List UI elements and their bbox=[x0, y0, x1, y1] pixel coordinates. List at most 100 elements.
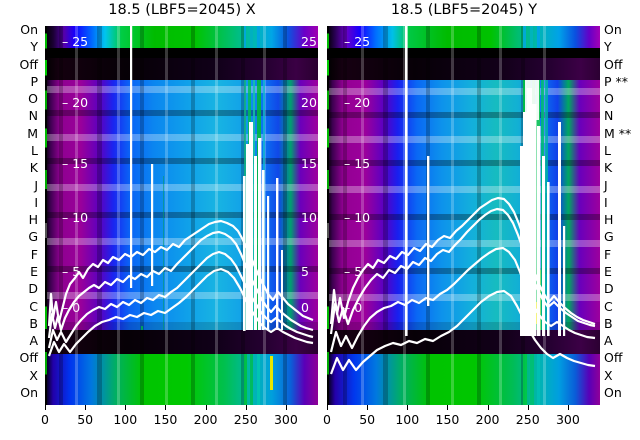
x-axis-left: 0 50 100 150 200 250 300 bbox=[41, 405, 318, 439]
category-label-left-1: Y bbox=[30, 39, 38, 55]
x-tick-mark-right-50 bbox=[367, 405, 369, 410]
x-tick-label-left-300: 300 bbox=[273, 412, 298, 427]
heatmap-panel-y[interactable] bbox=[327, 26, 600, 405]
category-label-right-6: M ** bbox=[604, 125, 632, 141]
trace-spikes-x bbox=[130, 26, 283, 331]
category-label-left-9: J bbox=[34, 177, 38, 193]
category-label-right-17: B bbox=[604, 315, 613, 331]
category-label-left-14: E bbox=[30, 264, 38, 279]
x-tick-label-left-0: 0 bbox=[41, 412, 49, 427]
category-label-left-17: B bbox=[29, 315, 38, 331]
heatmap-panel-x[interactable] bbox=[45, 26, 318, 405]
x-tick-mark-left-150 bbox=[165, 405, 167, 410]
inner-ytick-20: – 20 bbox=[344, 95, 371, 110]
category-label-left-4: O bbox=[28, 91, 38, 107]
category-label-left-13: F bbox=[30, 246, 38, 262]
category-label-right-15: D bbox=[604, 281, 614, 297]
x-tick-label-right-300: 300 bbox=[555, 412, 580, 427]
inner-ytick-25: – 25 bbox=[344, 34, 371, 49]
inner-ytick-mirror-0: 0 bbox=[301, 300, 309, 315]
row-modulation-x bbox=[45, 86, 318, 299]
heatmap-raster-y bbox=[327, 26, 600, 405]
category-label-right-11: H bbox=[604, 212, 614, 228]
x-tick-mark-right-250 bbox=[527, 405, 529, 410]
inner-ytick-5: – 5 bbox=[344, 264, 363, 279]
x-tick-mark-left-0 bbox=[45, 405, 46, 410]
category-label-left-8: K bbox=[29, 160, 38, 176]
category-label-left-20: X bbox=[29, 367, 38, 383]
category-label-left-21: On bbox=[20, 385, 38, 400]
inner-ytick-mirror-15: 15 bbox=[301, 156, 317, 171]
category-label-left-2: Off bbox=[19, 56, 38, 72]
category-label-left-12: G bbox=[28, 229, 38, 245]
inner-ytick-20: – 20 bbox=[62, 95, 89, 110]
x-tick-label-right-150: 150 bbox=[435, 412, 460, 427]
category-label-right-10: I bbox=[604, 194, 608, 210]
category-label-left-10: I bbox=[34, 194, 38, 210]
panel-title-right: 18.5 (LBF5=2045) Y bbox=[390, 2, 538, 18]
category-label-right-5: N bbox=[604, 108, 614, 124]
row-modulation-y bbox=[327, 88, 600, 301]
panel-title-left: 18.5 (LBF5=2045) X bbox=[108, 2, 256, 18]
x-tick-mark-left-50 bbox=[85, 405, 87, 410]
trace-lines-x bbox=[47, 219, 314, 357]
x-tick-mark-left-250 bbox=[245, 405, 247, 410]
x-tick-mark-left-100 bbox=[125, 405, 127, 410]
category-label-right-4: O bbox=[604, 91, 614, 107]
x-tick-mark-left-300 bbox=[285, 405, 287, 410]
x-tick-label-right-250: 250 bbox=[515, 412, 540, 427]
inner-ytick-mirror-10: 10 bbox=[301, 210, 317, 225]
inner-ytick-mirror-25: 25 bbox=[301, 34, 317, 49]
x-tick-mark-right-300 bbox=[567, 405, 569, 410]
x-tick-mark-right-200 bbox=[487, 405, 489, 410]
x-tick-label-left-150: 150 bbox=[153, 412, 178, 427]
category-label-left-3: P bbox=[30, 73, 38, 89]
category-label-right-13: F bbox=[604, 246, 612, 262]
category-label-left-19: Off bbox=[19, 350, 38, 366]
inner-ytick-5: – 5 bbox=[62, 264, 81, 279]
category-label-right-21: On bbox=[604, 385, 622, 400]
right-panel-edge-green-strip bbox=[327, 26, 329, 405]
x-tick-label-left-200: 200 bbox=[193, 412, 218, 427]
category-label-left-0: On bbox=[20, 22, 38, 37]
category-label-right-8: K bbox=[604, 160, 613, 176]
heatmap-image-y bbox=[327, 26, 600, 405]
category-label-right-9: J bbox=[604, 177, 608, 193]
x-tick-label-right-100: 100 bbox=[395, 412, 420, 427]
category-label-right-1: Y bbox=[604, 39, 612, 55]
x-tick-label-right-200: 200 bbox=[475, 412, 500, 427]
inner-ytick-0: – 0 bbox=[62, 300, 81, 315]
x-axis-right: 0 50 100 150 200 250 300 bbox=[323, 405, 600, 439]
category-label-left-7: L bbox=[31, 143, 38, 158]
category-label-right-19: Off bbox=[604, 350, 623, 366]
inner-ytick-15: – 15 bbox=[62, 156, 89, 171]
category-label-right-16: C bbox=[604, 298, 613, 314]
category-label-right-18: A bbox=[604, 333, 613, 349]
category-label-right-0: On bbox=[604, 22, 622, 37]
trace-spikes-y bbox=[405, 26, 566, 336]
x-tick-mark-right-150 bbox=[447, 405, 449, 410]
category-label-left-6: M bbox=[27, 125, 38, 141]
inner-ytick-mirror-20: 20 bbox=[301, 95, 317, 110]
x-tick-mark-right-100 bbox=[407, 405, 409, 410]
category-label-left-15: D bbox=[28, 281, 38, 297]
x-tick-label-right-50: 50 bbox=[359, 412, 376, 427]
heatmap-image-x bbox=[45, 26, 318, 405]
right-category-axis: On Y Off P ** O N M ** L K J I H G F E D C B A Off X On bbox=[600, 22, 640, 405]
inner-ytick-25: – 25 bbox=[62, 34, 89, 49]
inner-ytick-15: – 15 bbox=[344, 156, 371, 171]
category-label-right-7: L bbox=[604, 143, 611, 158]
inner-ytick-mirror-5: 5 bbox=[301, 264, 309, 279]
category-label-right-20: X bbox=[604, 367, 613, 383]
category-label-right-14: E bbox=[604, 264, 612, 279]
x-tick-label-right-0: 0 bbox=[323, 412, 331, 427]
category-label-left-11: H bbox=[28, 212, 38, 228]
category-label-right-12: G bbox=[604, 229, 614, 245]
inner-ytick-10: – 10 bbox=[62, 210, 89, 225]
x-tick-mark-left-200 bbox=[205, 405, 207, 410]
category-label-right-3: P ** bbox=[604, 73, 629, 89]
category-label-left-16: C bbox=[29, 298, 38, 314]
heatmap-raster-x bbox=[45, 26, 318, 405]
